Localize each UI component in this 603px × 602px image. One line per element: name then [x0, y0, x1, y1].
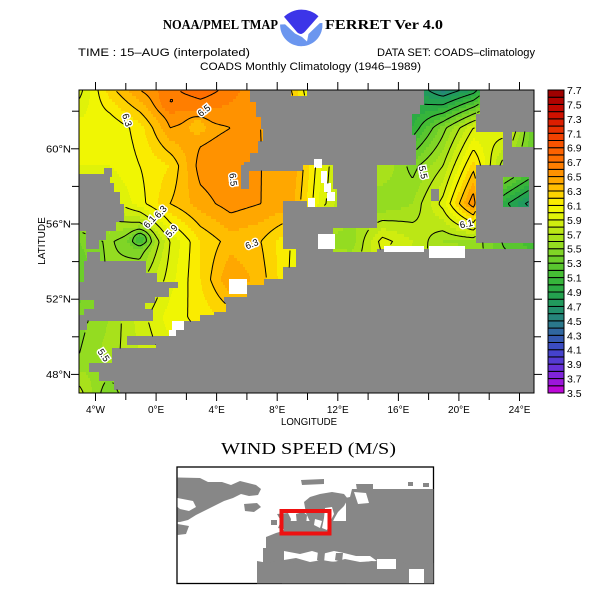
svg-text:56°N: 56°N — [46, 220, 71, 231]
svg-text:52°N: 52°N — [46, 295, 71, 306]
svg-text:6.5: 6.5 — [567, 172, 582, 184]
svg-text:3.5: 3.5 — [567, 388, 582, 400]
svg-text:6.9: 6.9 — [567, 143, 582, 155]
svg-text:4.1: 4.1 — [567, 345, 582, 357]
svg-text:7.3: 7.3 — [567, 114, 582, 126]
svg-text:4.7: 4.7 — [567, 301, 582, 313]
svg-text:6.1: 6.1 — [567, 200, 582, 212]
svg-text:DATA SET: COADS–climatology: DATA SET: COADS–climatology — [377, 47, 535, 59]
svg-text:0°E: 0°E — [148, 405, 165, 416]
svg-text:7.5: 7.5 — [567, 99, 582, 111]
svg-text:3.7: 3.7 — [567, 374, 582, 386]
svg-text:16°E: 16°E — [387, 405, 409, 416]
svg-text:24°E: 24°E — [509, 405, 531, 416]
svg-text:6.1: 6.1 — [459, 218, 474, 232]
svg-text:6.3: 6.3 — [567, 186, 582, 198]
svg-text:7.1: 7.1 — [567, 128, 582, 140]
svg-text:5.1: 5.1 — [567, 273, 582, 285]
svg-text:TIME : 15–AUG (interpolated): TIME : 15–AUG (interpolated) — [78, 47, 250, 59]
svg-text:LATITUDE: LATITUDE — [37, 217, 48, 265]
svg-text:4°W: 4°W — [86, 405, 106, 416]
svg-text:5.3: 5.3 — [567, 258, 582, 270]
svg-text:20°E: 20°E — [448, 405, 470, 416]
svg-text:60°N: 60°N — [46, 144, 71, 155]
svg-text:7.7: 7.7 — [567, 85, 582, 97]
svg-text:6.7: 6.7 — [567, 157, 582, 169]
svg-text:4°E: 4°E — [209, 405, 226, 416]
svg-text:4.3: 4.3 — [567, 330, 582, 342]
svg-text:LONGITUDE: LONGITUDE — [281, 417, 337, 428]
svg-text:WIND SPEED (M/S): WIND SPEED (M/S) — [221, 439, 396, 458]
svg-text:4.5: 4.5 — [567, 316, 582, 328]
svg-text:6.5: 6.5 — [226, 172, 239, 186]
svg-text:48°N: 48°N — [46, 370, 71, 381]
svg-text:5.9: 5.9 — [567, 215, 582, 227]
svg-text:8°E: 8°E — [269, 405, 286, 416]
svg-text:FERRET Ver 4.0: FERRET Ver 4.0 — [325, 18, 443, 33]
svg-text:5.5: 5.5 — [567, 244, 582, 256]
svg-text:5.7: 5.7 — [567, 229, 582, 241]
svg-text:COADS Monthly Climatology (194: COADS Monthly Climatology (1946–1989) — [200, 61, 421, 73]
svg-text:4.9: 4.9 — [567, 287, 582, 299]
svg-text:12°E: 12°E — [327, 405, 349, 416]
svg-text:3.9: 3.9 — [567, 359, 582, 371]
svg-text:NOAA/PMEL TMAP: NOAA/PMEL TMAP — [163, 18, 278, 33]
svg-text:5.5: 5.5 — [416, 165, 430, 180]
